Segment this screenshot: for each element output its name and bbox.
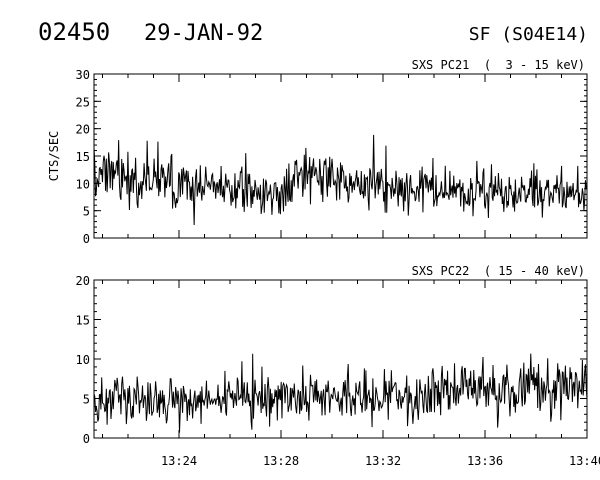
pc22-y-tick-label: 10 [76, 353, 90, 367]
flare-class: SF (S04E14) [469, 24, 588, 45]
pc22-x-tick-label: 13:24 [161, 454, 197, 468]
pc21-y-tick-label: 20 [76, 123, 90, 137]
pc22-y-tick-label: 20 [76, 274, 90, 288]
pc21-y-tick-label: 15 [76, 150, 90, 164]
pc21-y-axis-label: CTS/SEC [47, 131, 61, 182]
pc22-x-tick-label: 13:32 [365, 454, 401, 468]
pc22-series-line [93, 353, 588, 433]
pc22-plot-frame [93, 279, 588, 439]
panels-layer: 0 5 10 15 20 25 30 SXS PC21 ( 3 - 15 keV) CTS/SE… [47, 58, 600, 468]
pc21-y-tick-label: 0 [83, 232, 90, 246]
pc22-y-tick-label: 15 [76, 314, 90, 328]
observation-date: 29-JAN-92 [144, 21, 263, 46]
pc21-title: SXS PC21 ( 3 - 15 keV) [412, 58, 585, 72]
pc21-panel: 0 5 10 15 20 25 30 SXS PC21 ( 3 - 15 keV) CTS/SE… [47, 58, 588, 246]
pc22-y-tick-label: 5 [83, 393, 90, 407]
pc22-title: SXS PC22 ( 15 - 40 keV) [412, 264, 585, 278]
pc22-y-tick-label: 0 [83, 432, 90, 446]
pc22-panel: 0 5 10 15 20 13:24 13:28 13:32 13:36 13:40 SXS PC2… [76, 264, 600, 468]
pc21-y-tick-label: 25 [76, 95, 90, 109]
event-id: 02450 [38, 18, 110, 46]
pc21-plot-frame [93, 73, 588, 239]
pc22-x-tick-label: 13:36 [467, 454, 503, 468]
pc22-x-tick-label: 13:28 [263, 454, 299, 468]
pc22-x-tick-label: 13:40 [569, 454, 600, 468]
pc21-y-tick-label: 5 [83, 205, 90, 219]
pc21-y-tick-label: 10 [76, 177, 90, 191]
pc21-series-line [93, 134, 588, 225]
pc21-y-tick-label: 30 [76, 68, 90, 82]
